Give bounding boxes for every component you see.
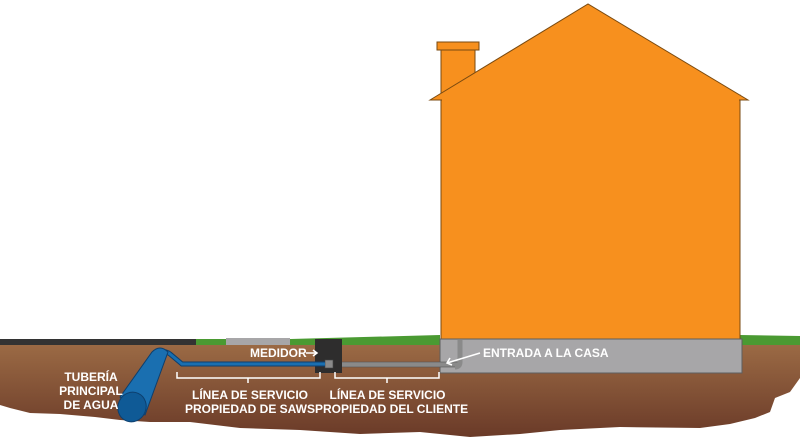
customer-line-label-line: PROPIEDAD DEL CLIENTE [315,402,469,416]
water-main-end [117,391,147,423]
customer-pipe [329,361,461,368]
water-main-label-line: DE AGUA [63,398,119,412]
customer-line-label: LÍNEA DE SERVICIO PROPIEDAD DEL CLIENTE [315,388,469,416]
saws-line-label: LÍNEA DE SERVICIO PROPIEDAD DE SAWS [180,388,320,416]
customer-line-bracket [334,372,440,383]
saws-line-label-line: PROPIEDAD DE SAWS [184,402,316,416]
meter-arrow [306,349,319,357]
chimney-cap [436,41,480,51]
house-entry-pipe [454,340,463,370]
saws-line-bracket [176,372,321,383]
water-main-label: TUBERÍA PRINCIPAL DE AGUA [56,370,126,412]
meter-label: MEDIDOR [250,346,307,360]
grass [290,335,440,345]
entry-arrow [445,352,481,366]
sidewalk [226,338,290,345]
saws-line-label-line: LÍNEA DE SERVICIO [191,388,309,402]
house-roof [428,3,750,101]
foundation [439,338,743,374]
house-entry-label: ENTRADA A LA CASA [483,346,609,360]
house-wall [440,94,741,341]
meter [324,359,334,369]
water-main-label-line: PRINCIPAL [59,384,123,398]
grass [740,335,800,345]
customer-line-label-line: LÍNEA DE SERVICIO [329,388,446,402]
water-main-label-line: TUBERÍA [64,370,118,384]
grass [196,339,226,345]
road [0,339,196,345]
